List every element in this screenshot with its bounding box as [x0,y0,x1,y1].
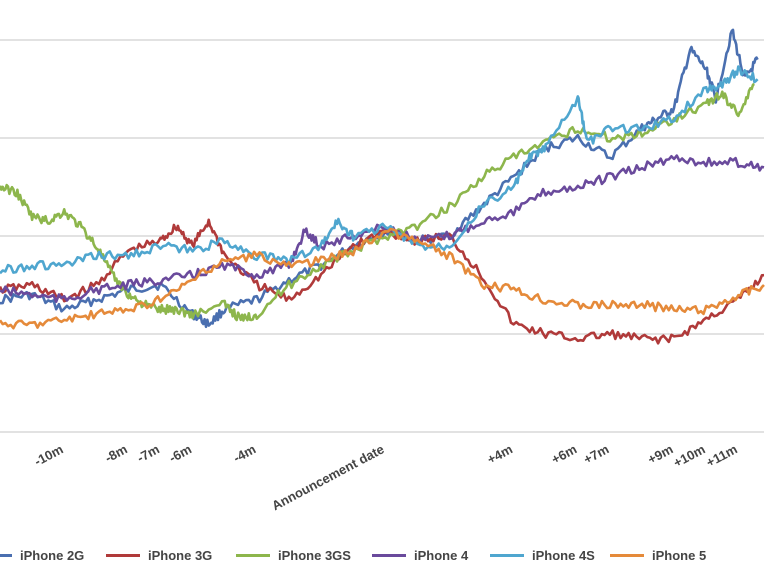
legend-swatch [106,553,140,557]
legend-item-iphone-4s: iPhone 4S [490,540,595,570]
x-tick-label-8m: -8m [102,441,129,465]
x-tick-label-announcement-date: Announcement date [269,441,386,513]
legend-swatch [372,553,406,557]
series-line-iphone-2g [0,28,759,329]
x-tick-label-6m: +6m [549,441,579,467]
x-tick-label-7m: +7m [581,441,611,467]
legend-label: iPhone 4S [532,547,595,563]
x-tick-label-6m: -6m [167,441,194,465]
series-line-iphone-4s [0,65,759,275]
legend-item-iphone-3gs: iPhone 3GS [236,540,351,570]
legend-item-iphone-4: iPhone 4 [372,540,468,570]
x-tick-label-7m: -7m [134,441,161,465]
x-tick-label-9m: +9m [645,441,675,467]
x-axis-tick-labels: -10m -8m -7m -6m -4m Announcement date +4m +6m +… [32,441,740,513]
legend-label: iPhone 5 [652,547,707,563]
legend-swatch [236,553,270,557]
chart-legend: iPhone 2G iPhone 3G iPhone 3GS iPhone 4 iPho… [0,540,770,570]
legend-swatch [0,553,12,557]
legend-label: iPhone 4 [414,547,469,563]
x-tick-label-10m: -10m [32,441,66,468]
legend-label: iPhone 3GS [278,547,351,563]
legend-swatch [490,553,524,557]
x-tick-label-4m: +4m [485,441,515,467]
x-tick-label-10m: +10m [671,441,708,470]
legend-item-iphone-3g: iPhone 3G [106,540,212,570]
legend-swatch [610,553,644,557]
series-lines [0,28,765,345]
series-line-iphone-5 [0,227,765,330]
legend-item-iphone-5: iPhone 5 [610,540,706,570]
series-line-iphone-3g [0,218,765,345]
legend-label: iPhone 2G [20,547,85,563]
x-tick-label-4m: -4m [231,441,258,465]
legend-item-iphone-2g: iPhone 2G [0,540,84,570]
legend-label: iPhone 3G [148,547,213,563]
x-tick-label-11m: +11m [704,441,740,470]
series-line-iphone-3gs [0,82,755,322]
